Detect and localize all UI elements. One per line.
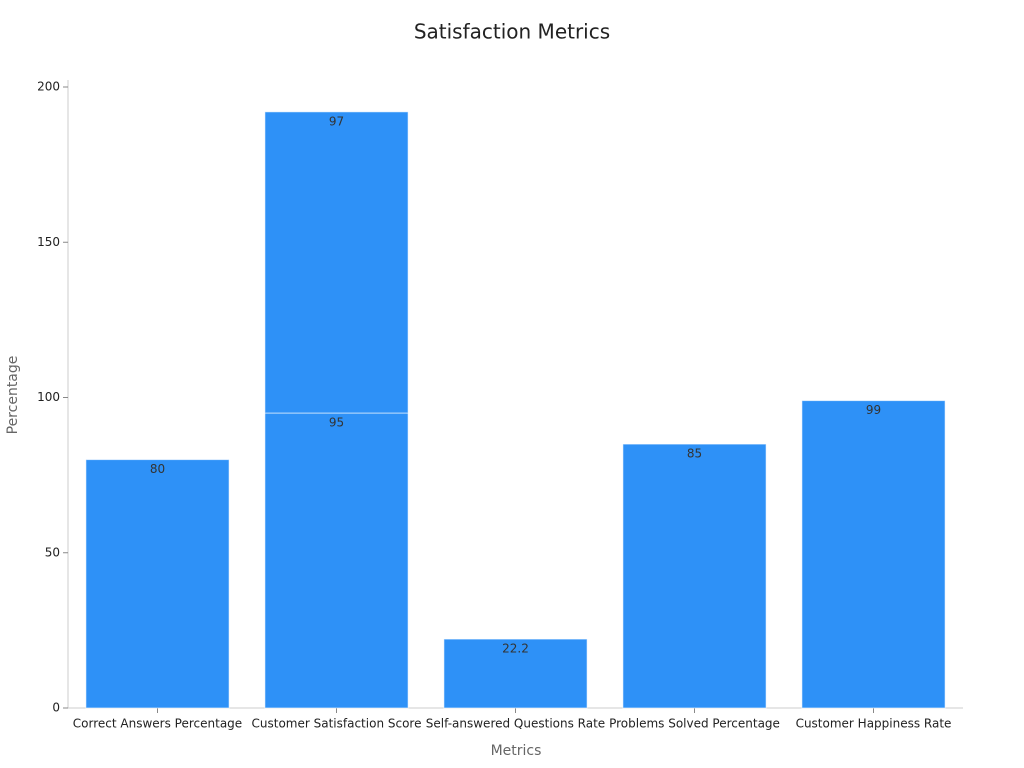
y-tick-label: 0	[52, 701, 60, 715]
bar-value-label: 80	[150, 462, 165, 476]
bar	[85, 459, 230, 709]
bar-value-label: 85	[687, 447, 702, 461]
x-tick-label: Self-answered Questions Rate	[426, 717, 605, 731]
bar	[801, 400, 946, 709]
bar	[622, 443, 767, 709]
chart-title: Satisfaction Metrics	[414, 20, 610, 44]
bar	[443, 638, 588, 709]
bar-value-label: 97	[329, 114, 344, 128]
bar-value-label: 99	[866, 403, 881, 417]
bar-value-label: 22.2	[502, 642, 529, 656]
x-axis-label: Metrics	[491, 743, 542, 759]
y-tick-label: 150	[37, 235, 60, 249]
x-tick-label: Problems Solved Percentage	[609, 717, 780, 731]
y-tick-label: 100	[37, 390, 60, 404]
y-tick-label: 200	[37, 80, 60, 94]
x-tick-label: Customer Happiness Rate	[796, 717, 952, 731]
y-tick-label: 50	[45, 545, 60, 559]
bar	[264, 111, 409, 414]
bar	[264, 412, 409, 709]
bar-value-label: 95	[329, 416, 344, 430]
x-tick-label: Customer Satisfaction Score	[252, 717, 422, 731]
y-axis-label: Percentage	[5, 356, 21, 435]
x-tick-label: Correct Answers Percentage	[73, 717, 242, 731]
